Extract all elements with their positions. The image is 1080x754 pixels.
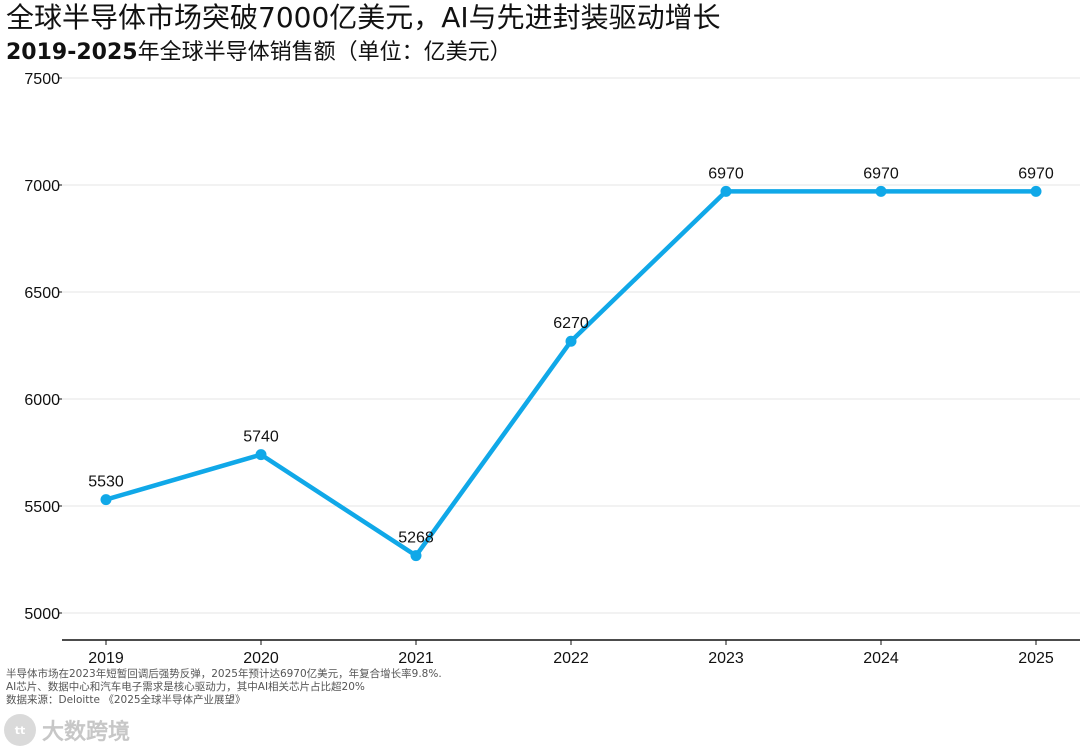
brand-name: 大数跨境 bbox=[42, 720, 131, 745]
series-line bbox=[103, 189, 1039, 558]
data-point bbox=[1030, 185, 1042, 197]
data-label: 5740 bbox=[243, 429, 279, 446]
brand-watermark: tt 大数跨境 bbox=[4, 712, 130, 748]
grid-lines bbox=[62, 77, 1080, 614]
y-tick-label: 7500 bbox=[24, 71, 60, 88]
subtitle-years: 2019-2025 bbox=[6, 40, 138, 65]
y-tick-label: 6500 bbox=[24, 285, 60, 302]
x-tick-label: 2019 bbox=[88, 650, 124, 667]
data-point bbox=[410, 550, 422, 562]
x-tick-label: 2023 bbox=[708, 650, 744, 667]
x-tick-label: 2024 bbox=[863, 650, 899, 667]
y-tick-label: 5500 bbox=[24, 499, 60, 516]
data-label: 6970 bbox=[863, 165, 899, 182]
chart-title: 全球半导体市场突破7000亿美元，AI与先进封装驱动增长 bbox=[6, 1, 721, 34]
data-labels: 5530 5740 5268 6270 6970 6970 6970 bbox=[88, 165, 1054, 546]
chart-subtitle: 2019-2025年全球半导体销售额（单位：亿美元） bbox=[6, 38, 512, 68]
chart-notes: 半导体市场在2023年短暂回调后强势反弹，2025年预计达6970亿美元，年复合… bbox=[6, 668, 442, 707]
data-label: 6970 bbox=[708, 165, 744, 182]
data-label: 5530 bbox=[88, 474, 124, 491]
data-label: 6270 bbox=[553, 315, 589, 332]
data-label: 5268 bbox=[398, 530, 434, 547]
note-line-2: AI芯片、数据中心和汽车电子需求是核心驱动力，其中AI相关芯片占比超20% bbox=[6, 681, 365, 693]
data-point bbox=[875, 185, 887, 197]
x-tick-label: 2020 bbox=[243, 650, 279, 667]
subtitle-text: 年全球半导体销售额（单位：亿美元） bbox=[137, 40, 512, 65]
x-tick-label: 2022 bbox=[553, 650, 589, 667]
y-tick-label: 6000 bbox=[24, 392, 60, 409]
axes: 5000 5500 6000 6500 7000 7500 2019 2020 2021 2022… bbox=[24, 71, 1080, 667]
data-label: 6970 bbox=[1018, 165, 1054, 182]
x-tick-label: 2021 bbox=[398, 650, 434, 667]
data-point bbox=[720, 185, 732, 197]
data-point bbox=[565, 335, 577, 347]
note-line-1: 半导体市场在2023年短暂回调后强势反弹，2025年预计达6970亿美元，年复合… bbox=[6, 668, 442, 680]
series-layer bbox=[100, 185, 1042, 562]
y-tick-label: 5000 bbox=[24, 606, 60, 623]
data-point bbox=[255, 449, 267, 461]
brand-logo-icon: tt bbox=[4, 714, 36, 746]
source-note: 数据来源：Deloitte 《2025全球半导体产业展望》 bbox=[6, 694, 246, 706]
data-point bbox=[100, 494, 112, 506]
y-tick-label: 7000 bbox=[24, 178, 60, 195]
x-tick-label: 2025 bbox=[1018, 650, 1054, 667]
